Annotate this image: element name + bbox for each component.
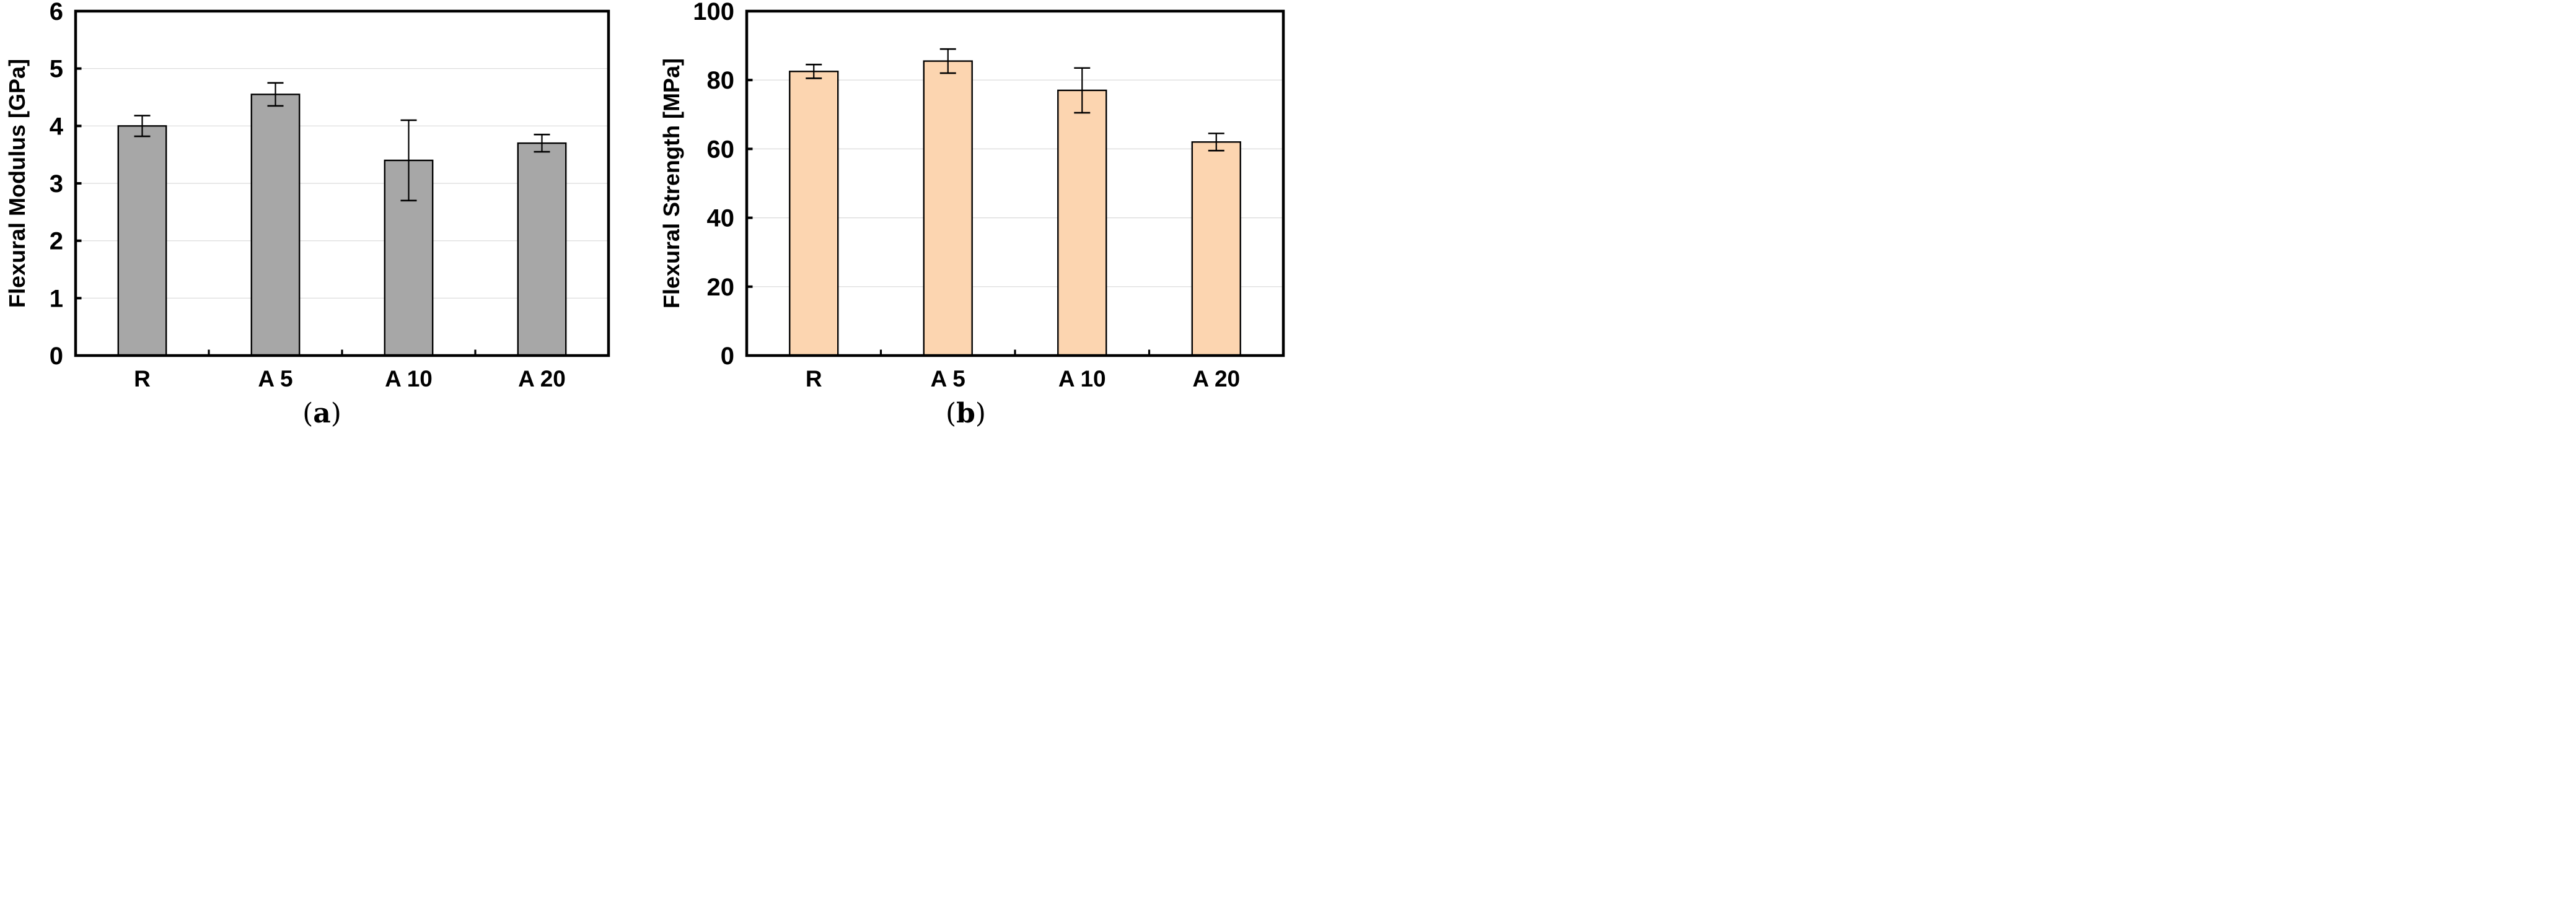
bar-A-10 (1057, 89, 1107, 357)
caption-open-paren: ( (302, 398, 314, 429)
caption-letter: b (956, 398, 975, 429)
x-category-label-A-10: A 10 (1058, 366, 1106, 391)
bar-A-20 (517, 142, 567, 357)
y-tick-label-6: 6 (50, 0, 63, 25)
plot-frame (74, 9, 610, 357)
y-axis-label: Flexural Strength [MPa] (659, 58, 684, 308)
chart-flexural-modulus: R A 5 A 10 A 20 0 1 2 3 4 5 6 Flexural Modulus [GPa… (0, 0, 644, 396)
bar-R (117, 125, 167, 357)
y-tick-label-3: 3 (50, 170, 63, 198)
error-bar-A-20 (534, 133, 550, 153)
error-bar-R (134, 115, 151, 138)
error-bar-A-20 (1208, 133, 1224, 152)
x-category-label-A-20: A 20 (1192, 366, 1240, 391)
x-category-label-A-20: A 20 (518, 366, 566, 391)
bar-chart-svg: R A 5 A 10 A 20 0 1 2 3 4 5 6 Flexural Modulus [GPa… (4, 0, 610, 391)
chart-flexural-strength: R A 5 A 10 A 20 0 20 40 60 80 100 Flexural Strengt… (644, 0, 1288, 396)
error-bar-A-5 (267, 82, 284, 107)
caption-letter: a (313, 398, 331, 429)
error-bar-A-10 (400, 119, 417, 202)
plot-frame (745, 9, 1285, 357)
panel-b: R A 5 A 10 A 20 0 20 40 60 80 100 Flexural Strengt… (644, 0, 1288, 450)
bar-A-5 (250, 94, 301, 357)
error-bar-R (806, 63, 822, 79)
x-category-label-A-10: A 10 (385, 366, 433, 391)
x-category-label-R: R (806, 366, 822, 391)
x-category-label-A-5: A 5 (258, 366, 292, 391)
y-tick-label-20: 20 (707, 274, 735, 301)
y-tick-label-60: 60 (707, 136, 735, 163)
panel-b-caption: (b) (945, 398, 987, 429)
y-tick-label-40: 40 (707, 205, 735, 232)
y-tick-label-1: 1 (50, 285, 63, 312)
y-tick-label-80: 80 (707, 67, 735, 94)
y-tick-label-0: 0 (50, 343, 63, 370)
caption-open-paren: ( (945, 398, 957, 429)
x-category-label-R: R (134, 366, 151, 391)
bar-chart-svg: R A 5 A 10 A 20 0 20 40 60 80 100 Flexural Strengt… (659, 0, 1285, 391)
y-tick-label-4: 4 (50, 113, 64, 140)
bar-A-20 (1191, 141, 1241, 357)
y-tick-label-100: 100 (693, 0, 734, 25)
y-axis-label: Flexural Modulus [GPa] (4, 59, 30, 308)
panel-a: R A 5 A 10 A 20 0 1 2 3 4 5 6 Flexural Modulus [GPa… (0, 0, 644, 450)
two-panel-bar-figure: R A 5 A 10 A 20 0 1 2 3 4 5 6 Flexural Modulus [GPa… (0, 0, 1288, 450)
y-tick-label-0: 0 (721, 343, 734, 370)
y-tick-label-2: 2 (50, 228, 63, 255)
bar-R (789, 71, 839, 357)
y-tick-label-5: 5 (50, 56, 63, 83)
caption-close-paren: ) (975, 398, 987, 429)
error-bar-A-5 (939, 48, 956, 74)
panel-a-caption: (a) (302, 398, 341, 429)
x-category-label-A-5: A 5 (931, 366, 965, 391)
caption-close-paren: ) (330, 398, 341, 429)
error-bar-A-10 (1074, 67, 1091, 114)
bar-A-5 (923, 60, 973, 357)
